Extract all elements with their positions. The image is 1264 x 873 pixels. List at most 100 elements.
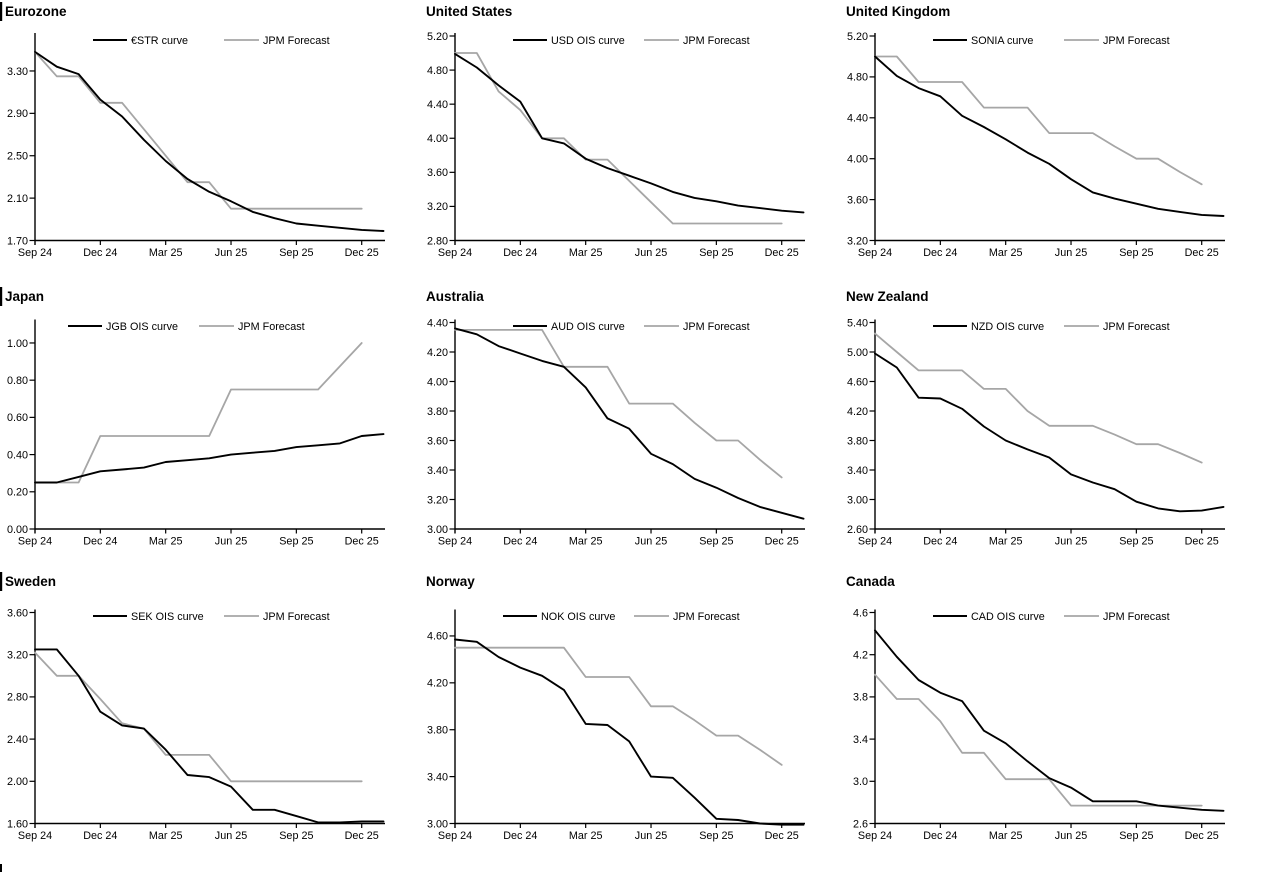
x-tick-label: Jun 25 — [635, 247, 667, 259]
series-line-forecast — [454, 52, 783, 225]
chart-title: Australia — [426, 289, 484, 304]
chart-norway: Norway NOK OIS curve JPM Forecast 4.60 4.20 3… — [420, 570, 840, 873]
y-tick-label: 4.80 — [847, 72, 868, 84]
series-line-forecast — [454, 329, 783, 479]
x-tick-label: Mar 25 — [569, 536, 603, 548]
x-tick-label: Dec 24 — [503, 247, 537, 259]
x-tick-label: Dec 25 — [1185, 536, 1219, 548]
legend-label-ois: AUD OIS curve — [551, 321, 625, 333]
x-tick-label: Dec 24 — [923, 830, 957, 842]
chart-title: Eurozone — [5, 4, 67, 19]
x-tick-label: Mar 25 — [989, 536, 1023, 548]
y-tick-label: 2.80 — [427, 235, 448, 247]
chart-canvas-united-kingdom: United Kingdom SONIA curve JPM Forecast 5.2… — [846, 4, 1225, 259]
series-line-forecast — [874, 55, 1203, 186]
y-tick-label: 0.20 — [7, 487, 28, 499]
x-tick-label: Dec 24 — [83, 830, 117, 842]
x-tick-label: Sep 25 — [279, 536, 313, 548]
series-line-forecast — [34, 651, 363, 783]
y-tick-label: 3.00 — [847, 494, 868, 506]
x-tick-label: Dec 25 — [765, 536, 799, 548]
x-tick-label: Dec 25 — [765, 247, 799, 259]
title-left-bar — [0, 2, 3, 21]
y-tick-label: 4.80 — [427, 65, 448, 77]
x-tick-label: Jun 25 — [215, 536, 247, 548]
series-line-ois — [874, 629, 1225, 812]
chart-title: United Kingdom — [846, 4, 950, 19]
y-tick-label: 4.60 — [847, 376, 868, 388]
series-line-forecast — [874, 673, 1203, 807]
y-tick-label: 3.80 — [427, 406, 448, 418]
y-tick-label: 3.00 — [427, 524, 448, 536]
y-tick-label: 2.10 — [7, 193, 28, 205]
series-line-ois — [34, 50, 385, 232]
legend-label-ois: USD OIS curve — [551, 35, 625, 47]
chart-canada: Canada CAD OIS curve JPM Forecast 4.6 4.2 3.8… — [840, 570, 1264, 873]
y-tick-label: 2.50 — [7, 151, 28, 163]
x-tick-label: Sep 25 — [699, 247, 733, 259]
legend-label-ois: JGB OIS curve — [106, 321, 178, 333]
x-tick-label: Dec 25 — [345, 536, 379, 548]
y-tick-label: 3.00 — [427, 818, 448, 830]
chart-title: Canada — [846, 574, 895, 589]
title-left-bar — [0, 287, 3, 306]
chart-title: New Zealand — [846, 289, 929, 304]
chart-title: Japan — [5, 289, 44, 304]
series-line-ois — [454, 638, 805, 826]
chart-sweden: Sweden SEK OIS curve JPM Forecast 3.60 3.20 2… — [0, 570, 420, 873]
x-tick-label: Dec 24 — [83, 536, 117, 548]
y-tick-label: 3.0 — [853, 776, 868, 788]
chart-title: United States — [426, 4, 512, 19]
y-tick-label: 4.40 — [847, 113, 868, 125]
x-tick-label: Sep 24 — [438, 247, 472, 259]
series-line-forecast — [34, 342, 363, 484]
x-tick-label: Dec 24 — [83, 247, 117, 259]
y-tick-label: 1.00 — [7, 338, 28, 350]
x-tick-label: Mar 25 — [569, 247, 603, 259]
x-tick-label: Dec 24 — [503, 536, 537, 548]
chart-canvas-sweden: Sweden SEK OIS curve JPM Forecast 3.60 3.20 2… — [0, 572, 385, 842]
x-tick-label: Mar 25 — [149, 247, 183, 259]
y-tick-label: 3.20 — [7, 650, 28, 662]
chart-title: Norway — [426, 574, 475, 589]
x-tick-label: Sep 25 — [1119, 247, 1153, 259]
chart-canvas-australia: Australia AUD OIS curve JPM Forecast 4.40 4.… — [426, 289, 805, 548]
x-tick-label: Jun 25 — [215, 830, 247, 842]
chart-new-zealand: New Zealand NZD OIS curve JPM Forecast 5.40… — [840, 285, 1264, 570]
chart-title: Sweden — [5, 574, 56, 589]
x-tick-label: Dec 24 — [923, 247, 957, 259]
legend-label-forecast: JPM Forecast — [263, 611, 330, 623]
y-tick-label: 4.00 — [427, 133, 448, 145]
y-tick-label: 4.60 — [427, 631, 448, 643]
y-tick-label: 0.60 — [7, 412, 28, 424]
y-tick-label: 4.40 — [427, 99, 448, 111]
page-bottom-left-mark — [0, 864, 2, 872]
x-tick-label: Mar 25 — [989, 247, 1023, 259]
y-tick-label: 3.60 — [427, 435, 448, 447]
x-tick-label: Sep 24 — [858, 247, 892, 259]
y-tick-label: 2.40 — [7, 734, 28, 746]
y-tick-label: 3.20 — [427, 494, 448, 506]
chart-japan: Japan JGB OIS curve JPM Forecast 1.00 0.80 0.… — [0, 285, 420, 570]
y-tick-label: 3.60 — [7, 607, 28, 619]
chart-canvas-united-states: United States USD OIS curve JPM Forecast 5.… — [426, 4, 805, 259]
legend-label-forecast: JPM Forecast — [1103, 321, 1170, 333]
x-tick-label: Jun 25 — [1055, 247, 1087, 259]
legend-label-ois: €STR curve — [131, 35, 188, 47]
x-tick-label: Sep 25 — [1119, 536, 1153, 548]
series-line-forecast — [34, 51, 363, 210]
x-tick-label: Dec 25 — [345, 247, 379, 259]
x-tick-label: Sep 25 — [1119, 830, 1153, 842]
x-tick-label: Dec 25 — [1185, 247, 1219, 259]
chart-united-states: United States USD OIS curve JPM Forecast 5.… — [420, 0, 840, 285]
y-tick-label: 3.40 — [847, 465, 868, 477]
y-tick-label: 3.30 — [7, 66, 28, 78]
y-tick-label: 4.00 — [427, 376, 448, 388]
x-tick-label: Jun 25 — [1055, 536, 1087, 548]
chart-canvas-canada: Canada CAD OIS curve JPM Forecast 4.6 4.2 3.8… — [846, 574, 1225, 842]
x-tick-label: Sep 24 — [18, 830, 52, 842]
series-line-forecast — [454, 646, 783, 766]
legend-label-forecast: JPM Forecast — [238, 321, 305, 333]
y-tick-label: 3.60 — [847, 194, 868, 206]
